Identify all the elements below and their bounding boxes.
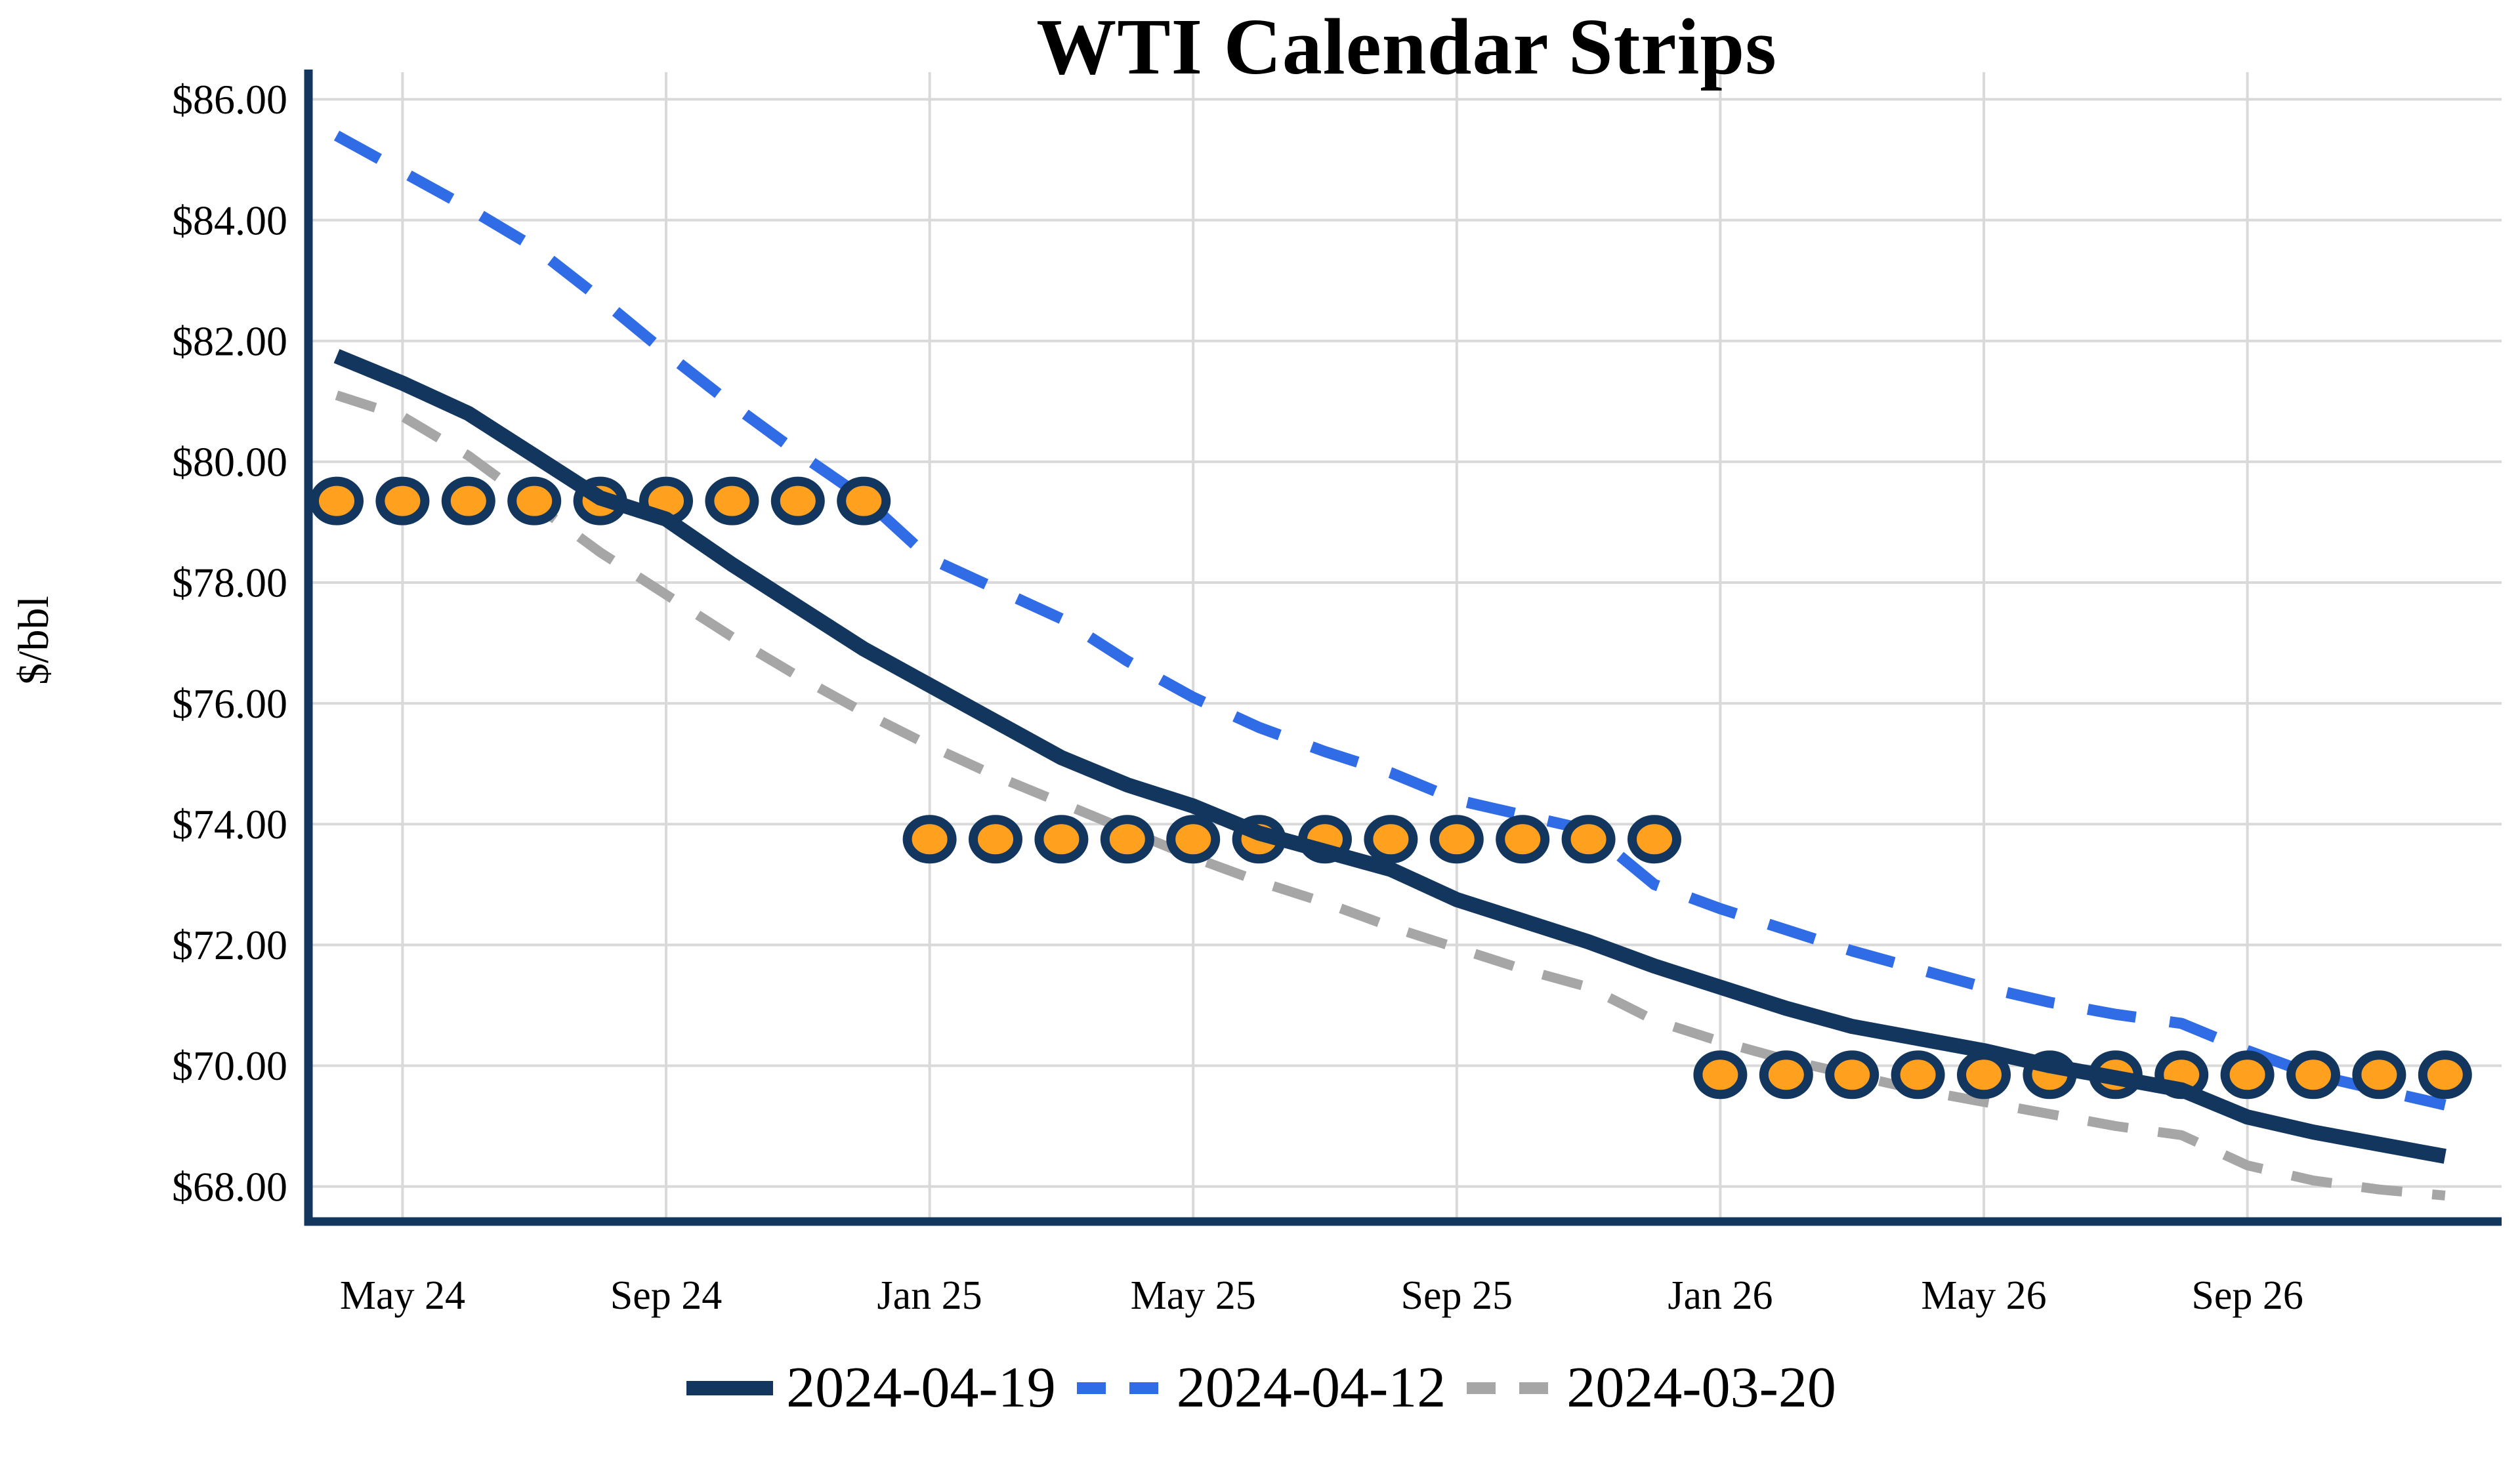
series-line-2024-04-12 bbox=[333, 131, 2446, 1111]
strip-marker-dot bbox=[1034, 815, 1089, 864]
strip-marker-dot bbox=[1825, 1050, 1880, 1100]
strip-marker-dot bbox=[2352, 1050, 2406, 1100]
strip-marker-dot bbox=[969, 815, 1022, 864]
strip-marker-dot bbox=[1100, 815, 1154, 864]
legend-item-2024-03-20: 2024-03-20 bbox=[1464, 1359, 1836, 1417]
strip-marker-dot bbox=[441, 476, 495, 525]
y-tick-label: $80.00 bbox=[172, 439, 287, 485]
strip-marker-dot bbox=[2286, 1050, 2340, 1100]
x-tick-label: May 25 bbox=[1131, 1273, 1256, 1318]
series-line-2024-04-19 bbox=[333, 349, 2446, 1164]
strip-marker-dot bbox=[1166, 815, 1221, 864]
strip-marker-dot bbox=[1561, 815, 1616, 864]
legend-item-2024-04-12: 2024-04-12 bbox=[1074, 1359, 1446, 1417]
strip-marker-dot bbox=[1891, 1050, 1945, 1100]
y-tick-label: $68.00 bbox=[172, 1163, 287, 1210]
y-tick-label: $78.00 bbox=[172, 560, 287, 606]
x-tick-label: May 24 bbox=[340, 1273, 465, 1318]
strip-marker-dot bbox=[2220, 1050, 2275, 1100]
strip-marker-dot bbox=[2418, 1050, 2472, 1100]
legend-label: 2024-03-20 bbox=[1566, 1356, 1836, 1420]
strip-marker-dot bbox=[1429, 815, 1484, 864]
x-tick-label: Jan 26 bbox=[1668, 1273, 1773, 1318]
legend-item-2024-04-19: 2024-04-19 bbox=[684, 1359, 1056, 1417]
y-tick-label: $74.00 bbox=[172, 801, 287, 848]
legend-solid-line-icon bbox=[686, 1381, 774, 1395]
legend-label: 2024-04-19 bbox=[786, 1356, 1056, 1420]
series-line-2024-03-20 bbox=[335, 390, 2446, 1201]
chart-title: WTI Calendar Strips bbox=[1036, 3, 1777, 91]
y-tick-label: $84.00 bbox=[172, 197, 287, 243]
strip-marker-dot bbox=[837, 476, 891, 525]
strip-marker-dot bbox=[1364, 815, 1418, 864]
strip-marker-dot bbox=[1628, 815, 1681, 864]
strip-marker-dot bbox=[1496, 815, 1550, 864]
y-tick-label: $76.00 bbox=[172, 680, 287, 727]
strip-marker-dot bbox=[902, 815, 957, 864]
strip-marker-dot bbox=[705, 476, 759, 525]
y-tick-label: $72.00 bbox=[172, 922, 287, 968]
legend-dashed-line-icon bbox=[1467, 1382, 1554, 1394]
x-tick-label: Sep 26 bbox=[2191, 1273, 2303, 1318]
y-axis-title: $/bbl bbox=[10, 596, 58, 685]
strip-marker-dot bbox=[1693, 1050, 1748, 1100]
y-tick-label: $82.00 bbox=[172, 318, 287, 364]
y-tick-label: $86.00 bbox=[172, 76, 287, 123]
strip-marker-dot bbox=[507, 476, 562, 525]
x-tick-label: May 26 bbox=[1921, 1273, 2046, 1318]
strip-marker-dot bbox=[770, 476, 825, 525]
y-tick-label: $70.00 bbox=[172, 1042, 287, 1089]
x-tick-label: Sep 25 bbox=[1401, 1273, 1513, 1318]
legend-label: 2024-04-12 bbox=[1176, 1356, 1446, 1420]
x-tick-label: Jan 25 bbox=[877, 1273, 982, 1318]
strip-marker-dot bbox=[375, 476, 430, 525]
legend-dashed-line-icon bbox=[1076, 1382, 1164, 1394]
strip-marker-dot bbox=[1759, 1050, 1813, 1100]
strip-marker-dot bbox=[310, 476, 364, 525]
legend: 2024-04-19 2024-04-12 2024-03-20 bbox=[0, 1359, 2520, 1417]
x-tick-label: Sep 24 bbox=[610, 1273, 723, 1318]
